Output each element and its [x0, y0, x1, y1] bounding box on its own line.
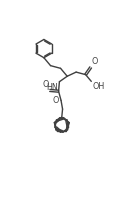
- Text: O: O: [42, 80, 49, 89]
- Text: O: O: [52, 96, 59, 105]
- Text: O: O: [91, 57, 97, 67]
- Text: HN: HN: [47, 83, 58, 92]
- Text: OH: OH: [92, 82, 104, 91]
